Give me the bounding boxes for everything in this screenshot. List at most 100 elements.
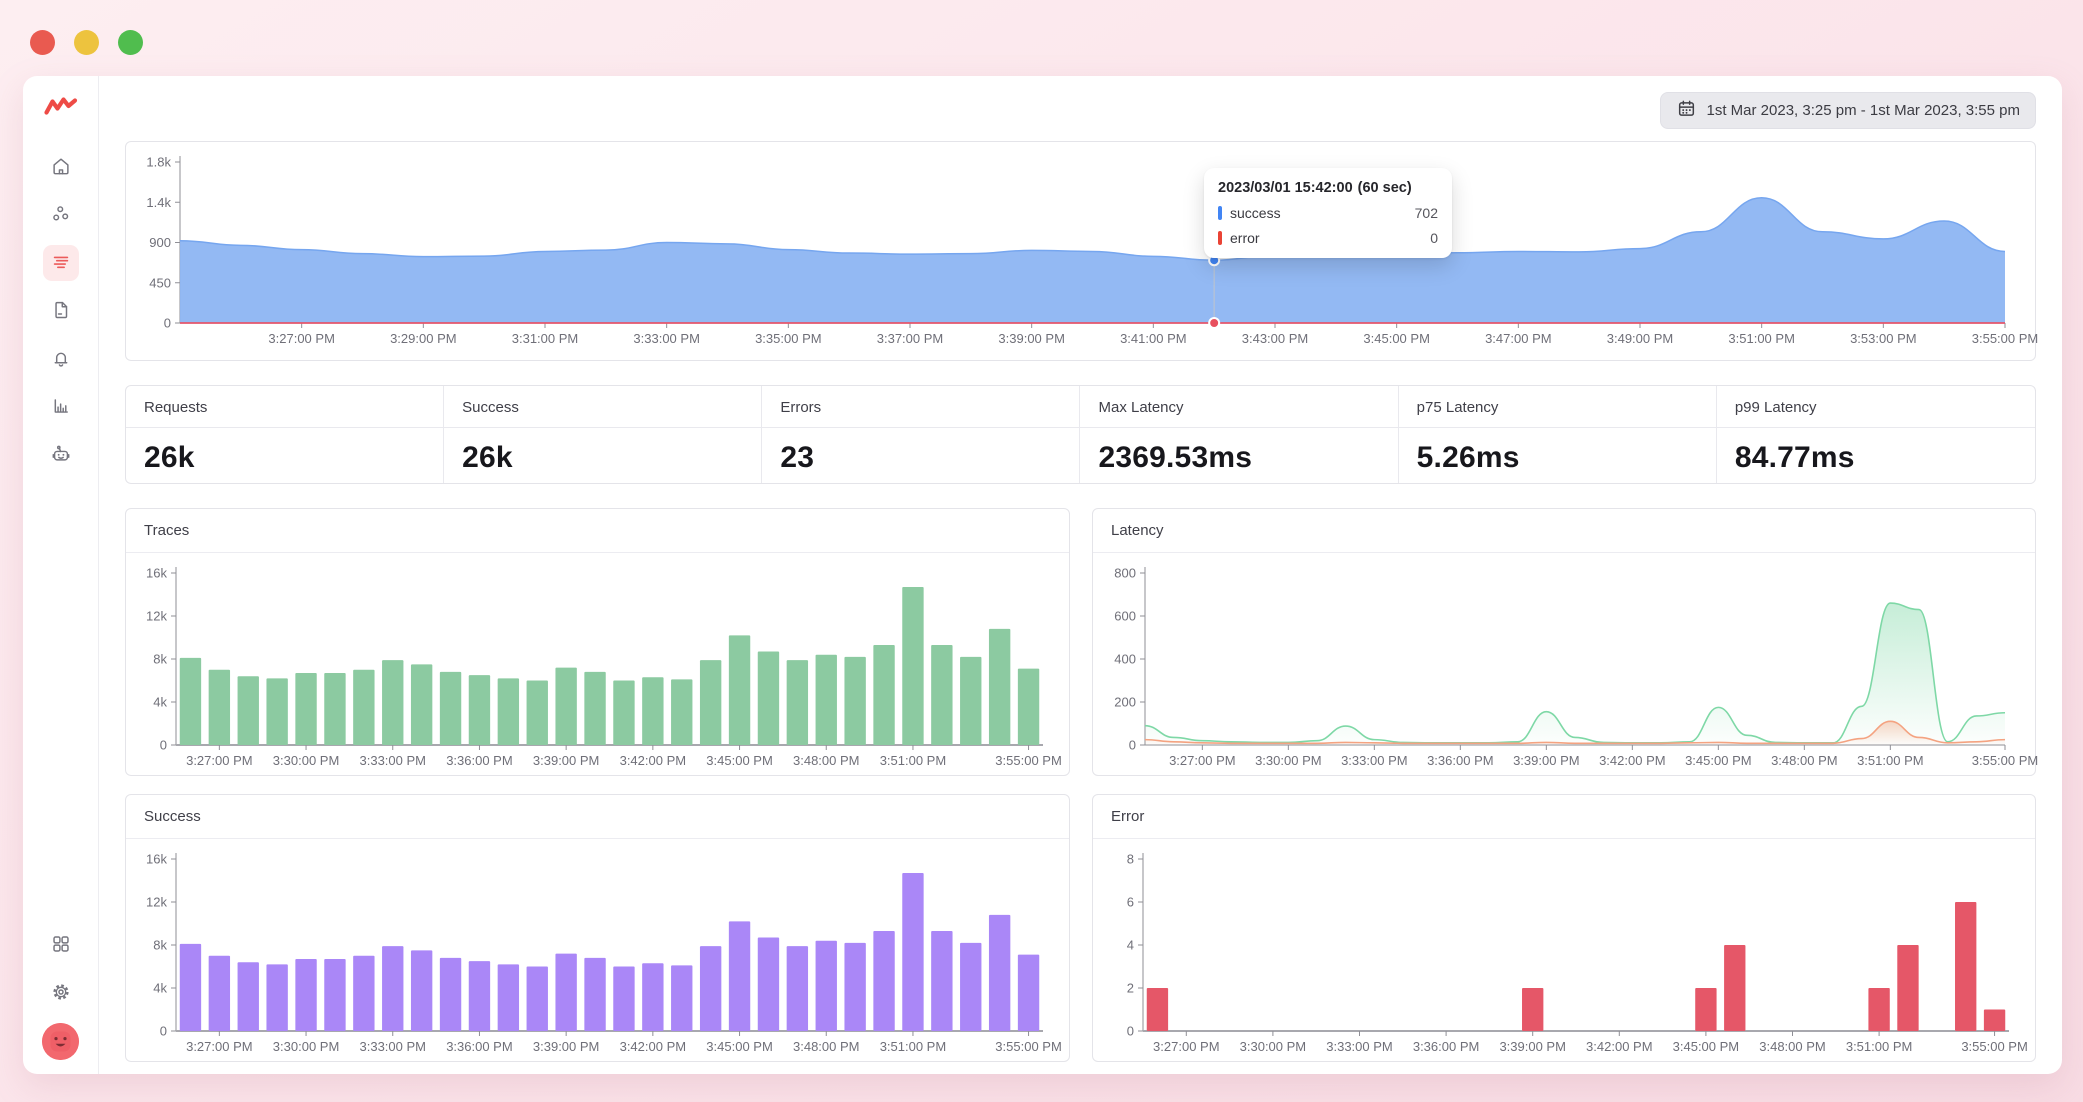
svg-text:3:31:00 PM: 3:31:00 PM [512, 331, 579, 346]
svg-text:3:33:00 PM: 3:33:00 PM [633, 331, 700, 346]
svg-text:3:39:00 PM: 3:39:00 PM [1499, 1039, 1566, 1054]
svg-text:3:36:00 PM: 3:36:00 PM [1427, 753, 1494, 768]
traces-chart-title: Traces [126, 509, 1069, 553]
latency-chart-title: Latency [1093, 509, 2035, 553]
date-range-picker[interactable]: 1st Mar 2023, 3:25 pm - 1st Mar 2023, 3:… [1659, 92, 2036, 129]
svg-text:3:51:00 PM: 3:51:00 PM [1846, 1039, 1913, 1054]
svg-text:12k: 12k [146, 895, 167, 910]
svg-text:3:51:00 PM: 3:51:00 PM [880, 753, 947, 768]
stat-max-latency: Max Latency 2369.53ms [1080, 386, 1399, 483]
error-chart-title: Error [1093, 795, 2035, 839]
svg-text:3:53:00 PM: 3:53:00 PM [1850, 331, 1917, 346]
svg-text:3:48:00 PM: 3:48:00 PM [793, 753, 860, 768]
svg-text:8: 8 [1127, 852, 1134, 867]
svg-text:3:45:00 PM: 3:45:00 PM [706, 1039, 773, 1054]
svg-text:4k: 4k [153, 981, 167, 996]
app-window: 1st Mar 2023, 3:25 pm - 1st Mar 2023, 3:… [23, 76, 2062, 1074]
sidebar-item-home[interactable] [43, 149, 79, 185]
sidebar-item-settings[interactable] [43, 975, 79, 1011]
stat-value: 26k [144, 441, 195, 474]
svg-text:3:36:00 PM: 3:36:00 PM [1413, 1039, 1480, 1054]
topbar: 1st Mar 2023, 3:25 pm - 1st Mar 2023, 3:… [125, 92, 2036, 129]
svg-text:3:48:00 PM: 3:48:00 PM [1759, 1039, 1826, 1054]
requests-timeseries-chart[interactable]: 0 450 900 1.4k 1.8k 3:27:00 PM 3:29:00 PM 3:31:… [128, 150, 2038, 358]
success-chart-title: Success [126, 795, 1069, 839]
svg-text:3:27:00 PM: 3:27:00 PM [1153, 1039, 1220, 1054]
minimize-button[interactable] [74, 30, 99, 55]
sidebar-item-alerts[interactable] [43, 341, 79, 377]
svg-text:4: 4 [1127, 938, 1134, 953]
svg-text:1.4k: 1.4k [146, 195, 171, 210]
sidebar-item-logs[interactable] [43, 293, 79, 329]
svg-text:16k: 16k [146, 566, 167, 581]
svg-text:3:42:00 PM: 3:42:00 PM [620, 753, 687, 768]
tooltip-error-value: 0 [1430, 230, 1438, 246]
calendar-icon [1676, 98, 1697, 123]
svg-text:3:47:00 PM: 3:47:00 PM [1485, 331, 1552, 346]
main-content: 1st Mar 2023, 3:25 pm - 1st Mar 2023, 3:… [99, 76, 2062, 1074]
svg-text:3:51:00 PM: 3:51:00 PM [1857, 753, 1924, 768]
svg-text:3:33:00 PM: 3:33:00 PM [1326, 1039, 1393, 1054]
sidebar-item-traces[interactable] [42, 245, 79, 281]
sidebar-item-reports[interactable] [43, 389, 79, 425]
svg-text:3:33:00 PM: 3:33:00 PM [1341, 753, 1408, 768]
svg-text:450: 450 [149, 275, 171, 290]
success-bar-chart[interactable]: 0 4k 8k 12k 16k 3:27:00 PM 3:30:00 PM 3:33:00 P… [130, 847, 1062, 1061]
home-icon [50, 155, 72, 180]
sidebar-item-apps[interactable] [43, 927, 79, 963]
svg-text:3:27:00 PM: 3:27:00 PM [268, 331, 335, 346]
assistant-bot-icon [50, 443, 72, 468]
close-button[interactable] [30, 30, 55, 55]
svg-text:3:45:00 PM: 3:45:00 PM [706, 753, 773, 768]
svg-text:3:29:00 PM: 3:29:00 PM [390, 331, 457, 346]
svg-text:3:36:00 PM: 3:36:00 PM [446, 753, 513, 768]
svg-text:3:42:00 PM: 3:42:00 PM [1599, 753, 1666, 768]
infrastructure-nodes-icon [50, 203, 72, 228]
svg-text:1.8k: 1.8k [146, 155, 171, 170]
svg-text:3:51:00 PM: 3:51:00 PM [1728, 331, 1795, 346]
svg-text:3:33:00 PM: 3:33:00 PM [360, 1039, 427, 1054]
reports-bar-chart-icon [50, 395, 72, 420]
tooltip-title: 2023/03/01 15:42:00 (60 sec) [1218, 180, 1412, 196]
latency-line-chart[interactable]: 0 200 400 600 800 3:27:00 PM 3:30:00 PM 3:33:00… [1097, 561, 2038, 775]
tooltip-success-label: success [1230, 205, 1281, 221]
svg-text:3:30:00 PM: 3:30:00 PM [1255, 753, 1322, 768]
svg-text:3:42:00 PM: 3:42:00 PM [620, 1039, 687, 1054]
svg-text:16k: 16k [146, 852, 167, 867]
stat-p99-latency: p99 Latency 84.77ms [1716, 386, 2035, 483]
stat-requests: Requests 26k [126, 386, 445, 483]
sidebar-bottom [42, 927, 79, 1060]
svg-text:3:30:00 PM: 3:30:00 PM [273, 1039, 340, 1054]
svg-text:3:51:00 PM: 3:51:00 PM [880, 1039, 947, 1054]
svg-text:3:55:00 PM: 3:55:00 PM [995, 753, 1062, 768]
tooltip-error-label: error [1230, 230, 1260, 246]
success-chart-card: Success 0 4k 8k 12k 16k 3:27:00 PM 3:30:00 PM 3… [125, 794, 1070, 1062]
stat-value: 23 [780, 441, 815, 474]
svg-text:3:39:00 PM: 3:39:00 PM [533, 1039, 600, 1054]
svg-text:12k: 12k [146, 609, 167, 624]
error-chart-card: Error 0 2 4 6 8 3:27:00 PM 3:30:00 PM 3:33:00 P… [1092, 794, 2036, 1062]
stat-label: Success [444, 386, 762, 428]
svg-text:8k: 8k [153, 938, 167, 953]
svg-text:3:27:00 PM: 3:27:00 PM [186, 753, 253, 768]
window-controls [30, 30, 143, 55]
sidebar [23, 76, 99, 1074]
latency-chart-card: Latency 0 200 400 600 800 3:27:00 PM 3:30:00 P… [1092, 508, 2038, 776]
svg-text:0: 0 [164, 316, 171, 331]
stat-value: 84.77ms [1734, 441, 1855, 474]
svg-text:3:49:00 PM: 3:49:00 PM [1607, 331, 1674, 346]
svg-text:8k: 8k [153, 652, 167, 667]
sidebar-item-assistant[interactable] [43, 437, 79, 473]
stat-value: 2369.53ms [1098, 441, 1253, 474]
error-bar-chart[interactable]: 0 2 4 6 8 3:27:00 PM 3:30:00 PM 3:33:00 PM 3:36:… [1097, 847, 2028, 1061]
svg-text:0: 0 [160, 738, 167, 753]
summary-stats: Requests 26k Success 26k Errors 23 Max L… [125, 385, 2036, 484]
sidebar-item-infrastructure[interactable] [43, 197, 79, 233]
svg-text:0: 0 [1129, 738, 1136, 753]
svg-text:3:45:00 PM: 3:45:00 PM [1685, 753, 1752, 768]
traces-bar-chart[interactable]: 0 4k 8k 12k 16k 3:27:00 PM 3:30:00 PM 3:33:00 P… [130, 561, 1062, 775]
user-avatar[interactable] [42, 1023, 79, 1060]
svg-text:400: 400 [1114, 652, 1136, 667]
maximize-button[interactable] [118, 30, 143, 55]
svg-text:6: 6 [1127, 895, 1134, 910]
